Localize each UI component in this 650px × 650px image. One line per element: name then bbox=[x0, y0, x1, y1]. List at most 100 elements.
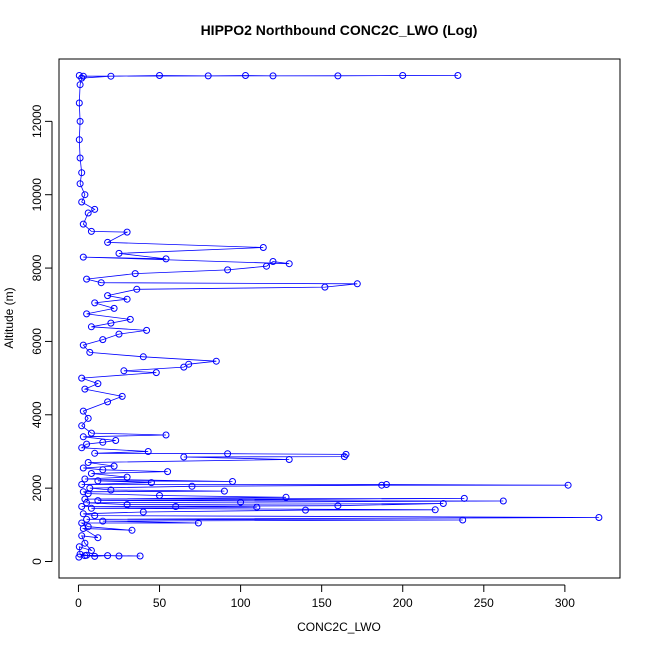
data-point bbox=[91, 552, 99, 560]
data-point bbox=[143, 326, 151, 334]
data-point bbox=[224, 450, 232, 458]
chart-title: HIPPO2 Northbound CONC2C_LWO (Log) bbox=[201, 22, 478, 38]
data-point bbox=[91, 449, 99, 457]
data-point bbox=[229, 478, 236, 485]
data-point bbox=[172, 503, 180, 510]
data-point bbox=[188, 482, 196, 490]
data-point bbox=[78, 519, 86, 527]
data-point bbox=[139, 353, 147, 361]
y-tick-label: 10000 bbox=[30, 178, 44, 212]
data-point bbox=[79, 433, 87, 441]
data-point bbox=[83, 551, 91, 559]
data-point bbox=[152, 369, 160, 377]
data-point bbox=[595, 514, 603, 521]
data-point bbox=[99, 466, 107, 474]
data-point bbox=[126, 315, 134, 323]
data-point bbox=[78, 422, 86, 430]
data-point bbox=[237, 498, 245, 506]
data-point bbox=[253, 503, 261, 511]
data-point bbox=[180, 453, 188, 461]
plot-frame bbox=[58, 58, 621, 579]
data-point bbox=[162, 255, 170, 263]
data-point bbox=[123, 501, 131, 509]
data-point bbox=[340, 453, 348, 461]
data-point bbox=[84, 414, 92, 422]
y-axis: 0 2000 4000 6000 8000 10000 12000 bbox=[30, 104, 53, 565]
data-point bbox=[242, 72, 249, 79]
data-point bbox=[334, 502, 342, 510]
data-point bbox=[78, 503, 86, 510]
data-point bbox=[112, 437, 120, 444]
data-point bbox=[81, 385, 89, 393]
data-point bbox=[107, 486, 115, 494]
data-point bbox=[76, 180, 84, 188]
y-tick-label: 12000 bbox=[30, 104, 44, 138]
data-point bbox=[79, 220, 87, 228]
data-point bbox=[99, 438, 107, 446]
data-point bbox=[282, 493, 290, 501]
data-point bbox=[99, 517, 107, 525]
data-point bbox=[83, 275, 91, 283]
data-point bbox=[76, 117, 84, 125]
x-axis-label: CONC2C_LWO bbox=[297, 620, 381, 634]
data-point bbox=[87, 323, 95, 331]
data-point bbox=[115, 249, 123, 257]
data-point bbox=[136, 552, 144, 560]
data-point bbox=[104, 398, 112, 406]
data-point bbox=[87, 504, 95, 512]
x-tick-label: 50 bbox=[153, 596, 167, 610]
data-point bbox=[564, 481, 572, 489]
data-point bbox=[499, 497, 507, 505]
data-point bbox=[139, 508, 147, 516]
data-point bbox=[79, 510, 87, 518]
data-point bbox=[285, 260, 293, 268]
data-point bbox=[212, 357, 220, 365]
data-point bbox=[83, 499, 91, 507]
data-point bbox=[285, 456, 293, 463]
data-point bbox=[78, 374, 86, 382]
data-point bbox=[321, 283, 329, 291]
data-point bbox=[75, 99, 83, 107]
data-point bbox=[460, 494, 468, 502]
data-point bbox=[87, 429, 95, 437]
y-tick-label: 2000 bbox=[30, 474, 44, 501]
data-point bbox=[84, 523, 92, 531]
data-point bbox=[83, 440, 91, 448]
data-point bbox=[459, 516, 467, 524]
data-point bbox=[107, 319, 115, 327]
data-point bbox=[156, 72, 163, 79]
data-point bbox=[259, 244, 267, 251]
series-points bbox=[75, 72, 603, 561]
data-point bbox=[120, 367, 128, 375]
data-point bbox=[164, 468, 172, 476]
data-point bbox=[123, 295, 131, 303]
data-point bbox=[131, 270, 139, 278]
data-point bbox=[75, 72, 83, 79]
data-point bbox=[185, 360, 193, 368]
data-point bbox=[81, 495, 89, 503]
data-point bbox=[115, 552, 123, 560]
data-point bbox=[87, 547, 95, 554]
data-point bbox=[110, 304, 118, 312]
x-tick-label: 300 bbox=[555, 596, 575, 610]
data-point bbox=[75, 136, 83, 144]
data-point bbox=[104, 292, 112, 300]
data-point bbox=[224, 266, 232, 274]
data-point bbox=[86, 348, 94, 356]
data-point bbox=[110, 462, 118, 470]
data-point bbox=[263, 262, 270, 270]
data-point bbox=[81, 191, 89, 199]
data-point bbox=[99, 336, 107, 344]
y-axis-label: Altitude (m) bbox=[2, 287, 16, 348]
data-point bbox=[76, 81, 84, 89]
data-point bbox=[91, 512, 99, 520]
data-point bbox=[104, 238, 112, 246]
x-tick-label: 100 bbox=[231, 596, 251, 610]
x-tick-label: 150 bbox=[312, 596, 332, 610]
data-point bbox=[76, 550, 84, 558]
series-line bbox=[78, 75, 599, 558]
x-tick-label: 250 bbox=[474, 596, 494, 610]
data-point bbox=[302, 506, 309, 514]
